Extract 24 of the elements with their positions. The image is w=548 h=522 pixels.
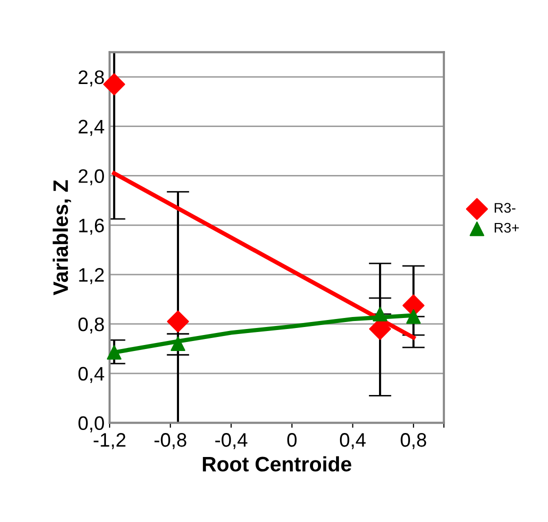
y-tick-label: 2,8 xyxy=(78,70,104,86)
y-tick-label: 1,6 xyxy=(79,218,104,235)
x-tick-label: 0,4 xyxy=(340,433,366,450)
point xyxy=(406,309,421,324)
y-tick-label: 0,4 xyxy=(78,366,104,383)
x-tick-label: 0,8 xyxy=(400,433,426,450)
x-tick-label: -0,8 xyxy=(154,433,186,450)
point xyxy=(170,336,186,352)
y-tick-label: 2,0 xyxy=(78,169,104,186)
y-axis-title: Variables, Z xyxy=(52,180,72,296)
x-tick-label: 0 xyxy=(287,433,297,447)
y-tick-label: 2,4 xyxy=(78,120,104,136)
y-tick-label: 0,8 xyxy=(78,317,104,334)
x-tick-label: -1,2 xyxy=(94,433,126,450)
point xyxy=(106,345,122,360)
legend-label: R3- xyxy=(494,202,516,213)
y-tick-label: 0,0 xyxy=(78,416,104,432)
y-tick-label: 1,2 xyxy=(79,268,104,284)
x-tick-label: -0,4 xyxy=(215,433,248,450)
x-axis-title: Root Centroide xyxy=(202,456,352,472)
legend-label: R3+ xyxy=(494,222,519,233)
point xyxy=(103,73,126,96)
point xyxy=(372,306,388,322)
point xyxy=(166,310,189,333)
